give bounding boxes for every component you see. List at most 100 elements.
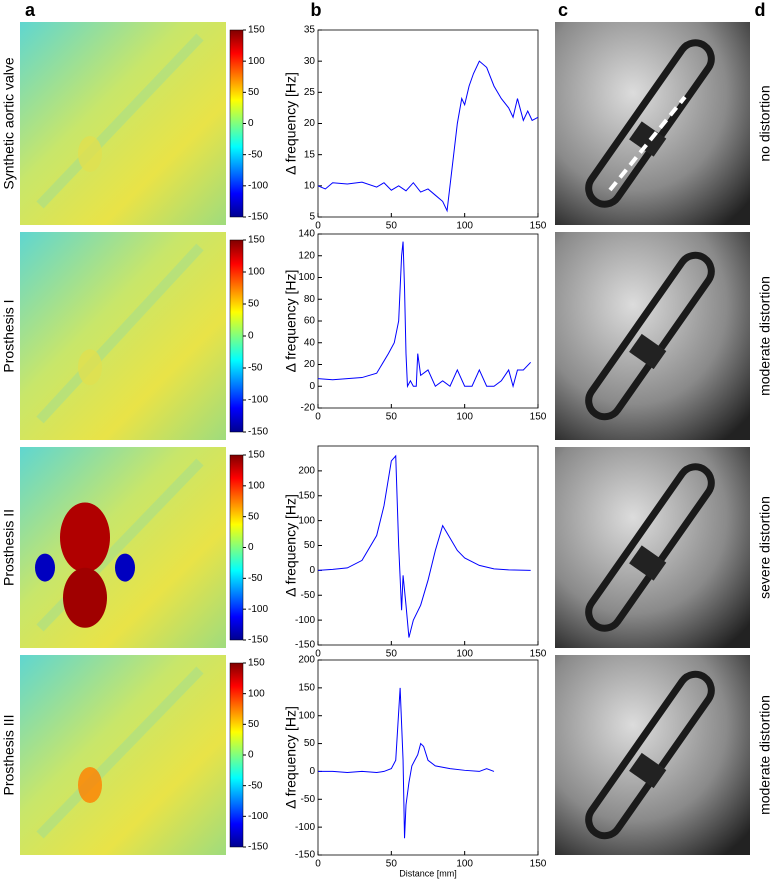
x-tick-label: 50 — [386, 221, 398, 232]
colorbar-tick-label: 150 — [248, 658, 265, 669]
row-label: Prosthesis III — [1, 715, 17, 796]
mr-image — [555, 22, 750, 225]
artifact — [60, 502, 110, 573]
y-tick-label: 15 — [304, 149, 316, 160]
mr-image — [555, 655, 750, 855]
data-line — [317, 241, 532, 389]
x-tick-label: 0 — [315, 412, 321, 423]
colorbar-tick-label: -150 — [248, 427, 268, 438]
x-tick-label: 100 — [456, 649, 473, 660]
artifact — [78, 767, 102, 803]
y-tick-label: 150 — [298, 682, 315, 693]
y-tick-label: 100 — [298, 515, 315, 526]
x-tick-label: 50 — [386, 859, 398, 870]
colorbar-tick-label: 150 — [248, 25, 265, 36]
colorbar — [229, 662, 244, 848]
x-tick-label: 0 — [315, 649, 321, 660]
x-tick-label: 150 — [530, 859, 547, 870]
y-tick-label: -50 — [301, 794, 316, 805]
colorbar-tick-label: -50 — [248, 573, 263, 584]
artifact — [78, 135, 102, 172]
colorbar-tick-label: 100 — [248, 688, 265, 699]
panel-letter: a — [25, 0, 36, 20]
artifact — [35, 553, 55, 582]
x-tick-label: 0 — [315, 859, 321, 870]
valve-outline — [585, 39, 715, 208]
valve-ring — [629, 545, 667, 581]
y-tick-label: 20 — [304, 118, 316, 129]
y-tick-label: -20 — [301, 403, 316, 414]
y-tick-label: -150 — [295, 640, 315, 651]
distortion-label: severe distortion — [757, 496, 773, 599]
y-tick-label: 100 — [298, 710, 315, 721]
y-tick-label: 80 — [304, 294, 316, 305]
colorbar-tick-label: -150 — [248, 842, 268, 853]
valve-ring — [629, 121, 667, 157]
map-streak — [36, 666, 204, 839]
y-tick-label: 200 — [298, 466, 315, 477]
x-tick-label: 50 — [386, 412, 398, 423]
profile-line — [608, 95, 687, 192]
y-tick-label: 35 — [304, 25, 316, 36]
y-tick-label: 0 — [309, 766, 315, 777]
colorbar-tick-label: -50 — [248, 149, 263, 160]
y-tick-label: 100 — [298, 272, 315, 283]
distortion-label: no distortion — [757, 85, 773, 161]
mr-image — [555, 232, 750, 440]
colorbar-tick-label: -100 — [248, 180, 268, 191]
y-tick-label: -100 — [295, 822, 315, 833]
y-tick-label: 20 — [304, 359, 316, 370]
colorbar-tick-label: 100 — [248, 267, 265, 278]
colorbar-tick-label: 100 — [248, 480, 265, 491]
data-line — [318, 687, 495, 839]
plot-frame — [317, 445, 539, 646]
artifact — [115, 553, 135, 582]
valve-outline — [585, 251, 715, 421]
y-tick-label: 0 — [309, 565, 315, 576]
y-tick-label: 120 — [298, 250, 315, 261]
colorbar-tick-label: 50 — [248, 299, 260, 310]
colorbar-tick-label: -100 — [248, 395, 268, 406]
colorbar-tick-label: 0 — [248, 118, 254, 129]
x-tick-label: 0 — [315, 221, 321, 232]
y-tick-label: 40 — [304, 337, 316, 348]
mr-image — [555, 447, 750, 648]
plot-frame — [317, 659, 539, 856]
y-tick-label: 50 — [304, 540, 316, 551]
valve-ring — [629, 333, 667, 370]
y-tick-label: 150 — [298, 490, 315, 501]
x-tick-label: 100 — [456, 859, 473, 870]
x-axis-label: Distance [mm] — [399, 868, 457, 878]
x-tick-label: 50 — [386, 649, 398, 660]
y-axis-label: Δ frequency [Hz] — [283, 270, 299, 373]
colorbar-tick-label: 50 — [248, 87, 260, 98]
x-tick-label: 100 — [456, 221, 473, 232]
colorbar-tick-label: 0 — [248, 331, 254, 342]
plot-frame — [317, 29, 539, 218]
distortion-label: moderate distortion — [757, 695, 773, 815]
y-tick-label: 60 — [304, 316, 316, 327]
colorbar-tick-label: 50 — [248, 511, 260, 522]
colorbar-tick-label: -100 — [248, 604, 268, 615]
x-tick-label: 150 — [530, 649, 547, 660]
colorbar — [229, 454, 244, 641]
colorbar-tick-label: -100 — [248, 811, 268, 822]
colorbar — [229, 29, 244, 218]
valve-ring — [629, 752, 667, 789]
y-axis-label: Δ frequency [Hz] — [283, 72, 299, 175]
colorbar-tick-label: 0 — [248, 750, 254, 761]
colorbar-tick-label: -150 — [248, 635, 268, 646]
distortion-label: moderate distortion — [757, 276, 773, 396]
artifact — [78, 349, 102, 386]
row-label: Synthetic aortic valve — [1, 57, 17, 189]
valve-outline — [585, 670, 715, 840]
colorbar-tick-label: 50 — [248, 719, 260, 730]
map-streak — [36, 33, 204, 209]
y-tick-label: 5 — [309, 212, 315, 223]
x-tick-label: 150 — [530, 221, 547, 232]
y-tick-label: 200 — [298, 655, 315, 666]
colorbar-tick-label: 0 — [248, 542, 254, 553]
y-tick-label: -100 — [295, 615, 315, 626]
colorbar-tick-label: -50 — [248, 363, 263, 374]
